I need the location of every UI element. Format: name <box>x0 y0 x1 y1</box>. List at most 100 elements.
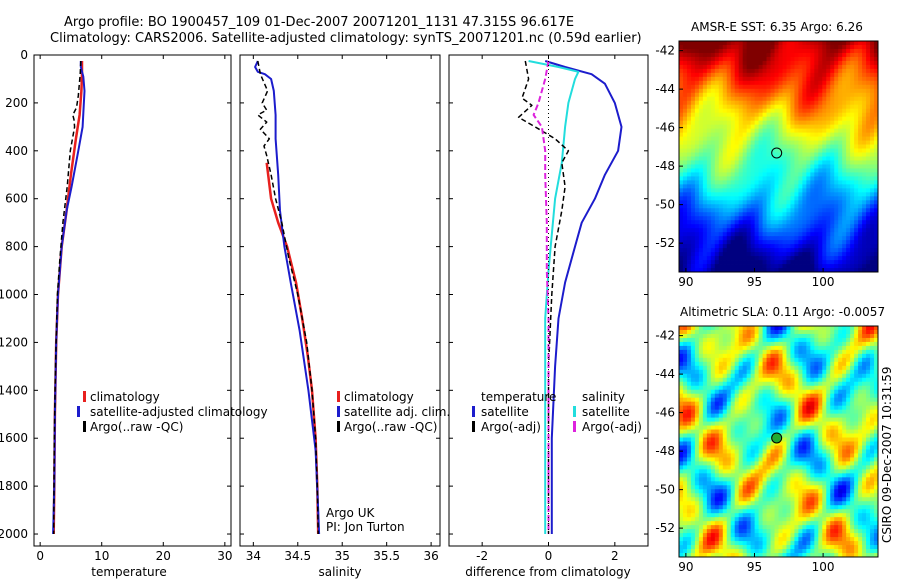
map-cell <box>874 341 879 347</box>
map-cell <box>718 373 724 379</box>
map-cell <box>762 164 767 169</box>
map-cell <box>710 116 716 122</box>
map-cell <box>722 361 728 367</box>
map-cell <box>738 224 744 229</box>
map-cell <box>686 405 692 411</box>
map-cell <box>782 329 787 335</box>
map-cell <box>762 349 767 355</box>
map-cell <box>846 361 851 367</box>
map-cell <box>734 433 740 438</box>
map-cell <box>750 72 756 78</box>
map-cell <box>742 236 748 241</box>
map-cell <box>694 88 700 94</box>
map-cell <box>774 164 779 169</box>
map-cell <box>766 457 771 462</box>
map-cell <box>754 421 759 426</box>
map-cell <box>846 224 851 229</box>
sst-map: 90 95 100-42-44-46-48-50-52 <box>655 40 879 289</box>
map-cell <box>862 228 867 233</box>
map-cell <box>846 365 851 371</box>
map-cell <box>790 377 795 383</box>
map-cell <box>830 405 835 411</box>
map-cell <box>726 64 732 70</box>
map-cell <box>766 120 771 126</box>
map-cell <box>710 405 716 411</box>
map-cell <box>750 461 756 466</box>
map-cell <box>750 345 756 351</box>
map-cell <box>730 437 736 442</box>
map-cell <box>782 409 787 415</box>
map-cell <box>754 326 759 331</box>
map-cell <box>822 333 827 339</box>
map-cell <box>806 224 811 229</box>
map-cell <box>794 353 799 359</box>
map-cell <box>798 148 803 153</box>
map-cell <box>874 100 879 106</box>
map-cell <box>826 409 831 415</box>
map-cell <box>810 445 815 450</box>
map-cell <box>734 232 740 237</box>
map-cell <box>750 333 756 339</box>
map-cell <box>706 240 712 245</box>
map-cell <box>838 357 843 363</box>
map-cell <box>754 168 759 173</box>
map-cell <box>698 184 704 189</box>
map-cell <box>794 429 799 434</box>
map-cell <box>734 349 740 355</box>
map-cell <box>694 461 700 466</box>
map-cell <box>706 64 712 70</box>
map-cell <box>806 216 811 221</box>
map-cell <box>862 56 867 62</box>
map-cell <box>762 216 767 221</box>
map-cell <box>730 220 736 225</box>
map-cell <box>874 232 879 237</box>
map-cell <box>838 365 843 371</box>
map-cell <box>686 212 692 217</box>
map-cell <box>850 76 855 82</box>
map-cell <box>802 84 807 90</box>
map-cell <box>850 264 855 269</box>
map-cell <box>738 345 744 351</box>
map-cell <box>842 401 847 407</box>
map-cell <box>806 196 811 201</box>
map-cell <box>786 112 791 118</box>
map-cell <box>794 341 799 347</box>
map-cell <box>770 345 775 351</box>
map-cell <box>770 397 775 403</box>
map-cell <box>814 437 819 442</box>
map-cell <box>822 148 827 153</box>
map-cell <box>834 365 839 371</box>
map-cell <box>830 88 835 94</box>
map-cell <box>734 48 740 54</box>
map-cell <box>750 200 756 205</box>
map-cell <box>830 104 835 110</box>
map-cell <box>794 445 799 450</box>
map-cell <box>734 361 740 367</box>
map-cell <box>838 445 843 450</box>
map-cell <box>858 184 863 189</box>
map-cell <box>814 88 819 94</box>
map-cell <box>686 453 692 458</box>
map-cell <box>758 44 763 50</box>
map-cell <box>790 236 795 241</box>
map-cell <box>794 240 799 245</box>
map-cell <box>754 72 759 78</box>
map-cell <box>738 152 744 157</box>
legend-swatch-temp-argo <box>472 421 475 432</box>
map-cell <box>698 72 704 78</box>
map-cell <box>730 48 736 54</box>
map-cell <box>842 80 847 86</box>
map-cell <box>850 441 855 446</box>
map-cell <box>742 445 748 450</box>
map-cell <box>722 120 728 126</box>
map-cell <box>698 60 704 66</box>
map-cell <box>822 357 827 363</box>
map-cell <box>850 345 855 351</box>
map-cell <box>726 96 732 102</box>
map-cell <box>718 108 724 114</box>
map-cell <box>718 112 724 118</box>
map-cell <box>814 397 819 403</box>
map-cell <box>770 228 775 233</box>
map-cell <box>822 44 827 50</box>
map-cell <box>778 413 783 418</box>
